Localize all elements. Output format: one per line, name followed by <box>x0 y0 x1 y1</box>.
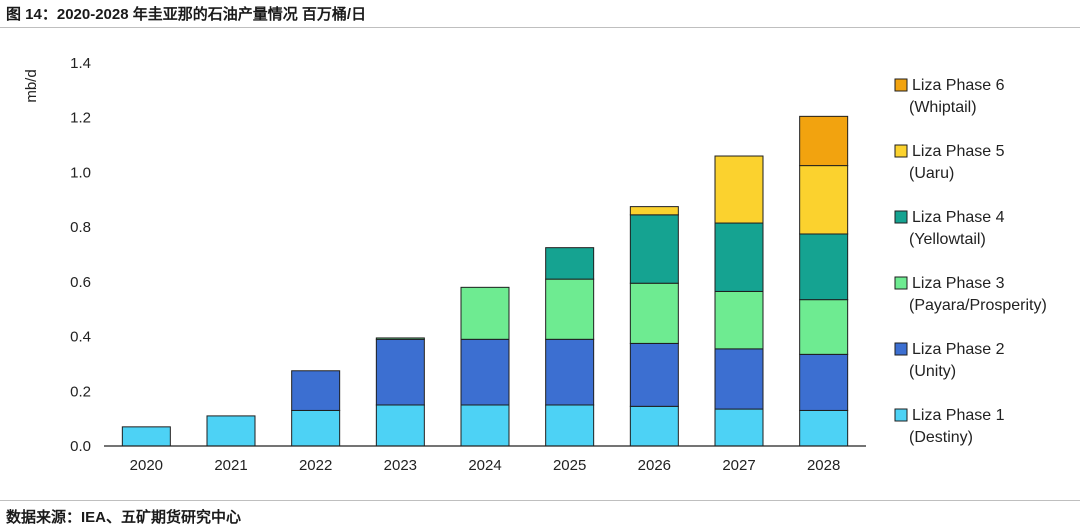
bar-segment <box>121 426 171 447</box>
bar-segment <box>460 286 510 340</box>
bar-segment <box>545 247 595 280</box>
legend-swatch <box>894 144 908 158</box>
bar-segment <box>629 405 679 447</box>
legend-sublabel: (Whiptail) <box>909 99 977 116</box>
bar-segment <box>714 408 764 447</box>
legend-swatch <box>894 78 908 92</box>
y-tick-label: 0.4 <box>70 329 91 346</box>
bar-segment <box>375 338 425 406</box>
bar-segment <box>799 115 849 167</box>
bar-segment <box>799 409 849 447</box>
bar-segment <box>206 415 256 447</box>
bar-segment <box>799 165 849 235</box>
x-tick-label: 2026 <box>638 457 671 474</box>
bar-segment <box>460 404 510 447</box>
bar-segment <box>714 155 764 224</box>
figure-title: 图 14：2020-2028 年圭亚那的石油产量情况 百万桶/日 <box>6 6 367 23</box>
bottom-divider <box>0 500 1080 501</box>
legend-label: Liza Phase 4 <box>912 209 1005 226</box>
figure-source: 数据来源：IEA、五矿期货研究中心 <box>6 509 242 526</box>
y-tick-label: 0.6 <box>70 274 91 291</box>
legend-label: Liza Phase 5 <box>912 143 1005 160</box>
y-axis: 0.0 0.2 0.4 0.6 0.8 1.0 1.2 1.4 <box>70 55 91 455</box>
top-divider <box>0 27 1080 28</box>
y-tick-label: 0.0 <box>70 438 91 455</box>
bar-segment <box>629 214 679 284</box>
x-tick-label: 2025 <box>553 457 586 474</box>
y-tick-label: 0.2 <box>70 383 91 400</box>
x-tick-label: 2021 <box>214 457 247 474</box>
legend-swatch <box>894 210 908 224</box>
y-axis-label: mb/d <box>23 69 40 102</box>
bar-segment <box>545 278 595 340</box>
legend-swatch <box>894 408 908 422</box>
bar-segment <box>714 222 764 292</box>
bar-segment <box>629 206 679 216</box>
bar-segment <box>460 338 510 406</box>
y-tick-label: 1.2 <box>70 110 91 127</box>
legend-sublabel: (Payara/Prosperity) <box>909 297 1047 314</box>
x-tick-label: 2024 <box>468 457 501 474</box>
bar-segment <box>799 233 849 301</box>
y-tick-label: 1.4 <box>70 55 91 72</box>
bar-segment <box>545 404 595 447</box>
bar-segment <box>375 337 425 340</box>
legend-swatch <box>894 276 908 290</box>
x-tick-label: 2023 <box>384 457 417 474</box>
x-tick-label: 2020 <box>130 457 163 474</box>
legend-label: Liza Phase 1 <box>912 407 1005 424</box>
bar-segment <box>714 348 764 410</box>
legend-label: Liza Phase 6 <box>912 77 1005 94</box>
bar-segment <box>629 282 679 344</box>
x-axis: 2020 2021 2022 2023 2024 2025 2026 2027 2028 <box>104 445 866 474</box>
legend-label: Liza Phase 2 <box>912 341 1005 358</box>
y-tick-label: 1.0 <box>70 164 91 181</box>
bar-segment <box>375 404 425 447</box>
legend: Liza Phase 6 (Whiptail) Liza Phase 5 (Uaru)… <box>894 77 1047 446</box>
bar-segment <box>714 290 764 350</box>
bars <box>121 115 849 447</box>
x-tick-label: 2022 <box>299 457 332 474</box>
bar-segment <box>799 299 849 355</box>
bar-segment <box>629 342 679 407</box>
bar-segment <box>545 338 595 406</box>
legend-swatch <box>894 342 908 356</box>
legend-sublabel: (Uaru) <box>909 165 954 182</box>
bar-segment <box>291 370 341 411</box>
bar-segment <box>291 409 341 447</box>
x-tick-label: 2028 <box>807 457 840 474</box>
legend-sublabel: (Unity) <box>909 363 956 380</box>
legend-label: Liza Phase 3 <box>912 275 1005 292</box>
legend-sublabel: (Destiny) <box>909 429 973 446</box>
x-tick-label: 2027 <box>722 457 755 474</box>
legend-sublabel: (Yellowtail) <box>909 231 986 248</box>
y-tick-label: 0.8 <box>70 219 91 236</box>
bar-segment <box>799 353 849 411</box>
